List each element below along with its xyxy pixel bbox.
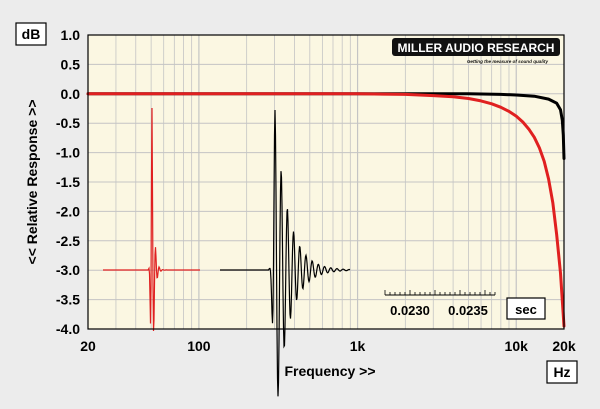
plot-frame <box>87 34 565 330</box>
impulse-inset: 0.0230 0.0235 sec <box>103 107 546 397</box>
y-tick-label: -4.0 <box>56 321 80 337</box>
y-tick-label: 0.5 <box>61 56 81 72</box>
y-tick-label: -2.5 <box>56 233 80 249</box>
logo-tagline: Getting the measure of sound quality <box>467 59 549 64</box>
y-tick-label: -1.0 <box>56 145 80 161</box>
axis-labels: 1.0 0.5 0.0 -0.5 -1.0 -1.5 -2.0 -2.5 -3.0 -3.5 -4.… <box>56 27 576 354</box>
x-tick-label: 10k <box>505 338 529 354</box>
time-scale-label: 0.0230 <box>390 303 430 318</box>
x-tick-label: 20 <box>80 338 96 354</box>
grid-lines <box>88 34 564 330</box>
y-axis-title: << Relative Response >> <box>24 100 40 265</box>
y-tick-label: -2.0 <box>56 203 80 219</box>
series-line-black <box>86 92 566 160</box>
y-tick-label: 0.0 <box>61 86 81 102</box>
logo: MILLER AUDIO RESEARCH Getting the measur… <box>392 38 560 64</box>
y-tick-label: -1.5 <box>56 174 80 190</box>
inset-unit-box <box>506 297 546 320</box>
x-tick-label: 1k <box>350 338 366 354</box>
series-lines <box>86 92 566 328</box>
x-unit-box: Hz <box>546 360 578 384</box>
y-tick-label: -0.5 <box>56 115 80 131</box>
y-tick-label: 1.0 <box>61 27 81 43</box>
series-line-red <box>86 92 566 328</box>
impulse-trace-black <box>220 109 351 397</box>
x-tick-label: 100 <box>187 338 211 354</box>
impulse-trace-red <box>103 107 200 332</box>
x-axis-title: Frequency >> <box>284 363 375 379</box>
logo-main-text: MILLER AUDIO RESEARCH <box>398 41 555 55</box>
y-unit-label: dB <box>22 26 41 42</box>
x-tick-label: 20k <box>552 338 576 354</box>
x-unit-label: Hz <box>553 364 570 380</box>
y-unit-box: dB <box>15 22 47 46</box>
y-tick-label: -3.0 <box>56 262 80 278</box>
inset-unit-label: sec <box>515 302 537 317</box>
time-scale-label: 0.0235 <box>448 303 488 318</box>
y-tick-label: -3.5 <box>56 292 80 308</box>
